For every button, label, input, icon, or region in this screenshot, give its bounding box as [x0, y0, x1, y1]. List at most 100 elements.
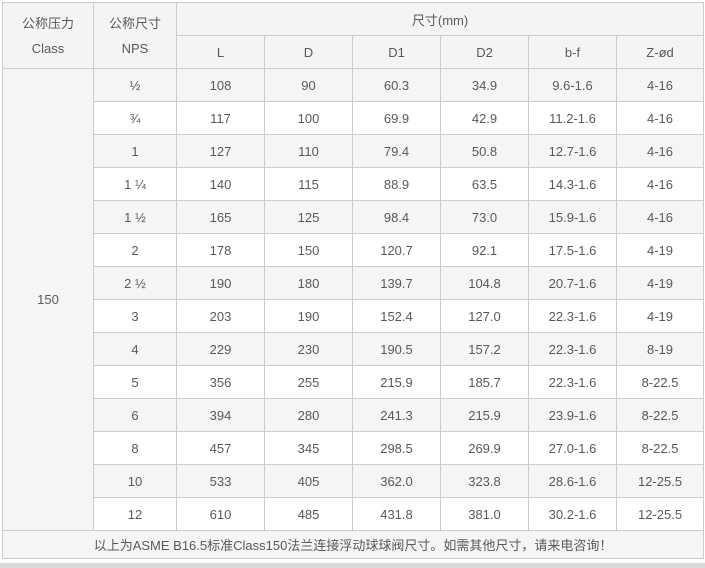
cell-d: 190: [264, 299, 353, 333]
header-row-group: 公称压力 Class 公称尺寸 NPS 尺寸(mm): [2, 2, 705, 69]
cell-bf: 9.6-1.6: [528, 68, 617, 102]
table-row: 5 356 255 215.9 185.7 22.3-1.6 8-22.5: [3, 365, 705, 399]
cell-d1: 120.7: [352, 233, 441, 267]
cell-d2: 34.9: [440, 68, 529, 102]
header-col-bf: b-f: [528, 35, 617, 69]
cell-l: 178: [176, 233, 265, 267]
table-row: 6 394 280 241.3 215.9 23.9-1.6 8-22.5: [3, 398, 705, 432]
cell-d1: 215.9: [352, 365, 441, 399]
cell-d1: 190.5: [352, 332, 441, 366]
cell-nps: ½: [93, 68, 177, 102]
cell-d: 115: [264, 167, 353, 201]
cell-l: 203: [176, 299, 265, 333]
cell-nps: 12: [93, 497, 177, 531]
cell-l: 117: [176, 101, 265, 135]
cell-nps: 10: [93, 464, 177, 498]
cell-zod: 12-25.5: [615, 464, 705, 498]
cell-bf: 17.5-1.6: [528, 233, 617, 267]
cell-zod: 12-25.5: [615, 497, 705, 531]
header-pressure-cn: 公称压力: [21, 15, 74, 31]
cell-l: 533: [176, 464, 265, 498]
cell-zod: 4-16: [615, 200, 705, 234]
cell-d2: 157.2: [440, 332, 529, 366]
dimensions-table: 公称压力 Class 公称尺寸 NPS 尺寸(mm) L D D1 D2 b-f…: [1, 2, 705, 559]
cell-l: 356: [176, 365, 265, 399]
cell-zod: 8-22.5: [615, 431, 705, 465]
cell-class-value: 150: [2, 68, 94, 531]
cell-d1: 79.4: [352, 134, 441, 168]
cell-d: 100: [264, 101, 353, 135]
cell-d: 180: [264, 266, 353, 300]
cell-d1: 241.3: [352, 398, 441, 432]
cell-l: 610: [176, 497, 265, 531]
cell-nps: 1: [93, 134, 177, 168]
cell-nps: 2: [93, 233, 177, 267]
cell-zod: 4-16: [615, 68, 705, 102]
cell-nps: 5: [93, 365, 177, 399]
footer-note: 以上为ASME B16.5标准Class150法兰连接浮动球球阀尺寸。如需其他尺…: [1, 530, 705, 559]
cell-zod: 4-19: [615, 299, 705, 333]
cell-bf: 11.2-1.6: [528, 101, 617, 135]
cell-d2: 269.9: [440, 431, 529, 465]
table-row: 4 229 230 190.5 157.2 22.3-1.6 8-19: [3, 332, 705, 366]
cell-l: 165: [176, 200, 265, 234]
cell-d1: 139.7: [352, 266, 441, 300]
cell-d: 405: [264, 464, 353, 498]
table-row: 3 203 190 152.4 127.0 22.3-1.6 4-19: [3, 299, 705, 333]
cell-d2: 127.0: [440, 299, 529, 333]
table-row: 8 457 345 298.5 269.9 27.0-1.6 8-22.5: [3, 431, 705, 465]
cell-d1: 362.0: [352, 464, 441, 498]
table-row: 2 ½ 190 180 139.7 104.8 20.7-1.6 4-19: [3, 266, 705, 300]
cell-nps: ¾: [93, 101, 177, 135]
bottom-divider: [0, 563, 705, 568]
cell-d2: 92.1: [440, 233, 529, 267]
cell-d: 230: [264, 332, 353, 366]
table-row: 1 127 110 79.4 50.8 12.7-1.6 4-16: [3, 134, 705, 168]
cell-d1: 69.9: [352, 101, 441, 135]
cell-d: 255: [264, 365, 353, 399]
cell-bf: 27.0-1.6: [528, 431, 617, 465]
cell-nps: 1 ¼: [93, 167, 177, 201]
header-size-cn: 公称尺寸: [108, 15, 161, 31]
cell-d: 280: [264, 398, 353, 432]
cell-d1: 431.8: [352, 497, 441, 531]
cell-bf: 12.7-1.6: [528, 134, 617, 168]
header-size-en: NPS: [121, 40, 149, 56]
header-col-l: L: [176, 35, 265, 69]
header-col-zod: Z-ød: [615, 35, 705, 69]
cell-d2: 104.8: [440, 266, 529, 300]
header-dimensions-group: 尺寸(mm): [175, 2, 705, 36]
cell-d2: 215.9: [440, 398, 529, 432]
header-col-d1: D1: [352, 35, 441, 69]
cell-d2: 50.8: [440, 134, 529, 168]
cell-zod: 4-19: [615, 233, 705, 267]
cell-d1: 88.9: [352, 167, 441, 201]
cell-bf: 22.3-1.6: [528, 332, 617, 366]
cell-zod: 4-16: [615, 167, 705, 201]
cell-d2: 381.0: [440, 497, 529, 531]
cell-zod: 8-22.5: [615, 398, 705, 432]
cell-l: 394: [176, 398, 265, 432]
header-size-nps: 公称尺寸 NPS: [93, 2, 177, 69]
cell-d1: 152.4: [352, 299, 441, 333]
cell-l: 190: [176, 266, 265, 300]
table-row: 12 610 485 431.8 381.0 30.2-1.6 12-25.5: [3, 497, 705, 531]
table-row: 150 ½ 108 90 60.3 34.9 9.6-1.6 4-16: [2, 68, 705, 531]
cell-l: 108: [176, 68, 265, 102]
footer-row: 以上为ASME B16.5标准Class150法兰连接浮动球球阀尺寸。如需其他尺…: [1, 530, 705, 559]
cell-d2: 42.9: [440, 101, 529, 135]
cell-d2: 73.0: [440, 200, 529, 234]
cell-bf: 20.7-1.6: [528, 266, 617, 300]
table-row: ¾ 117 100 69.9 42.9 11.2-1.6 4-16: [3, 101, 705, 135]
header-pressure-en: Class: [31, 40, 65, 56]
header-col-d2: D2: [440, 35, 529, 69]
cell-l: 140: [176, 167, 265, 201]
table-row: 1 ¼ 140 115 88.9 63.5 14.3-1.6 4-16: [3, 167, 705, 201]
cell-zod: 4-16: [615, 101, 705, 135]
cell-l: 127: [176, 134, 265, 168]
cell-d: 485: [264, 497, 353, 531]
table-row: 2 178 150 120.7 92.1 17.5-1.6 4-19: [3, 233, 705, 267]
cell-d: 110: [264, 134, 353, 168]
cell-bf: 14.3-1.6: [528, 167, 617, 201]
